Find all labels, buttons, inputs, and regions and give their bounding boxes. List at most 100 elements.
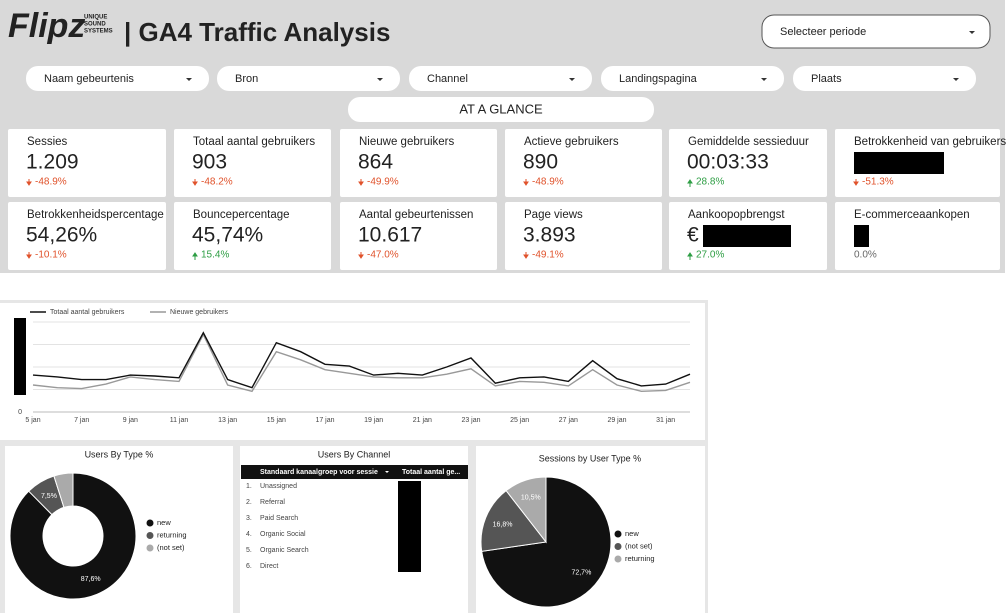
page-title: | GA4 Traffic Analysis xyxy=(124,17,390,47)
sort-caret xyxy=(385,471,389,473)
kpi-value: 00:03:33 xyxy=(687,151,769,174)
filter-dropdown[interactable] xyxy=(601,66,784,91)
table-cell: Organic Social xyxy=(260,531,306,538)
slice-label: 7,5% xyxy=(41,493,57,500)
filter-label: Channel xyxy=(427,73,468,85)
kpi-card xyxy=(8,129,166,197)
redaction xyxy=(398,481,421,572)
kpi-value: 45,74% xyxy=(192,224,263,247)
chart-title: Sessions by User Type % xyxy=(539,453,641,463)
legend-label: new xyxy=(157,518,171,527)
kpi-change: -48.9% xyxy=(532,177,564,188)
arrow-down xyxy=(26,179,32,186)
kpi-card xyxy=(669,129,827,197)
x-tick-label: 9 jan xyxy=(123,417,138,424)
filter-dropdown[interactable] xyxy=(793,66,976,91)
kpi-change: 15.4% xyxy=(201,250,229,261)
kpi-change: -49.9% xyxy=(367,177,399,188)
period-picker[interactable] xyxy=(761,14,991,49)
redaction xyxy=(854,152,944,174)
kpi-change: -49.1% xyxy=(532,250,564,261)
arrow-up xyxy=(192,252,198,260)
kpi-label: Nieuwe gebruikers xyxy=(359,136,454,148)
kpi-card xyxy=(174,129,331,197)
logo-tag: SOUND xyxy=(84,22,106,28)
kpi-card xyxy=(174,202,331,270)
kpi-value: 903 xyxy=(192,151,227,174)
kpi-card xyxy=(835,202,1000,270)
x-tick-label: 23 jan xyxy=(461,417,480,424)
legend-swatch xyxy=(146,519,154,527)
filter-dropdown[interactable] xyxy=(217,66,400,91)
x-tick-label: 17 jan xyxy=(315,417,334,424)
kpi-change: -51.3% xyxy=(862,177,894,188)
slice-label: 16,8% xyxy=(493,521,513,528)
kpi-card xyxy=(505,202,662,270)
kpi-card xyxy=(505,129,662,197)
legend-label: (not set) xyxy=(157,543,185,552)
kpi-value: 864 xyxy=(358,151,393,174)
y-tick-label: 0 xyxy=(18,409,22,416)
x-tick-label: 11 jan xyxy=(170,417,189,424)
kpi-label: Sessies xyxy=(27,136,68,148)
kpi-label: Actieve gebruikers xyxy=(524,136,619,148)
legend-label: Totaal aantal gebruikers xyxy=(50,309,125,316)
legend-swatch xyxy=(614,543,622,550)
kpi-change: 28.8% xyxy=(696,177,724,188)
arrow-down xyxy=(358,179,364,186)
kpi-label: Aantal gebeurtenissen xyxy=(359,209,473,221)
kpi-card xyxy=(340,129,497,197)
filter-dropdown[interactable] xyxy=(409,66,592,91)
table-cell: Direct xyxy=(260,563,278,570)
table-cell: 6. xyxy=(246,563,252,570)
arrow-down xyxy=(853,179,859,186)
kpi-change: -48.2% xyxy=(201,177,233,188)
legend-swatch xyxy=(146,532,154,539)
table-cell: 2. xyxy=(246,499,252,506)
caret xyxy=(569,78,575,81)
slice-label: 10,5% xyxy=(521,495,541,502)
kpi-value: 3.893 xyxy=(523,224,576,247)
arrow-down xyxy=(523,179,529,186)
x-tick-label: 5 jan xyxy=(25,417,40,424)
chart-title: Users By Type % xyxy=(85,449,154,459)
period-label: Selecteer periode xyxy=(780,26,866,38)
filter-label: Landingspagina xyxy=(619,73,698,85)
kpi-label: Betrokkenheid van gebruikers xyxy=(854,136,1006,148)
x-tick-label: 15 jan xyxy=(267,417,286,424)
kpi-label: Page views xyxy=(524,209,583,221)
legend-label: Nieuwe gebruikers xyxy=(170,309,228,316)
kpi-value: 10.617 xyxy=(358,224,422,247)
legend-swatch xyxy=(614,555,622,563)
table-title: Users By Channel xyxy=(318,449,391,459)
filter-label: Bron xyxy=(235,73,258,85)
table-cell: Organic Search xyxy=(260,547,309,554)
x-tick-label: 27 jan xyxy=(559,417,578,424)
legend-swatch xyxy=(614,530,622,538)
x-tick-label: 19 jan xyxy=(364,417,383,424)
kpi-label: Totaal aantal gebruikers xyxy=(193,136,315,148)
legend-label: (not set) xyxy=(625,541,653,550)
filter-label: Plaats xyxy=(811,73,842,85)
table-cell: Unassigned xyxy=(260,483,297,490)
legend-label: new xyxy=(625,529,639,538)
table-cell: 1. xyxy=(246,483,252,490)
kpi-value: 890 xyxy=(523,151,558,174)
filter-dropdown[interactable] xyxy=(26,66,209,91)
table-cell: Referral xyxy=(260,499,285,506)
table-cell: 3. xyxy=(246,515,252,522)
legend-swatch xyxy=(146,544,154,552)
filter-label: Naam gebeurtenis xyxy=(44,73,134,85)
x-tick-label: 21 jan xyxy=(413,417,432,424)
slice-label: 87,6% xyxy=(81,576,101,583)
pie-slice xyxy=(505,476,547,544)
logo-tag: UNIQUE xyxy=(84,15,107,21)
section-pill xyxy=(348,97,654,122)
x-tick-label: 7 jan xyxy=(74,417,89,424)
x-tick-label: 13 jan xyxy=(218,417,237,424)
x-tick-label: 29 jan xyxy=(607,417,626,424)
kpi-value: 54,26% xyxy=(26,224,97,247)
kpi-value: € xyxy=(687,224,699,247)
kpi-label: Bouncepercentage xyxy=(193,209,290,221)
